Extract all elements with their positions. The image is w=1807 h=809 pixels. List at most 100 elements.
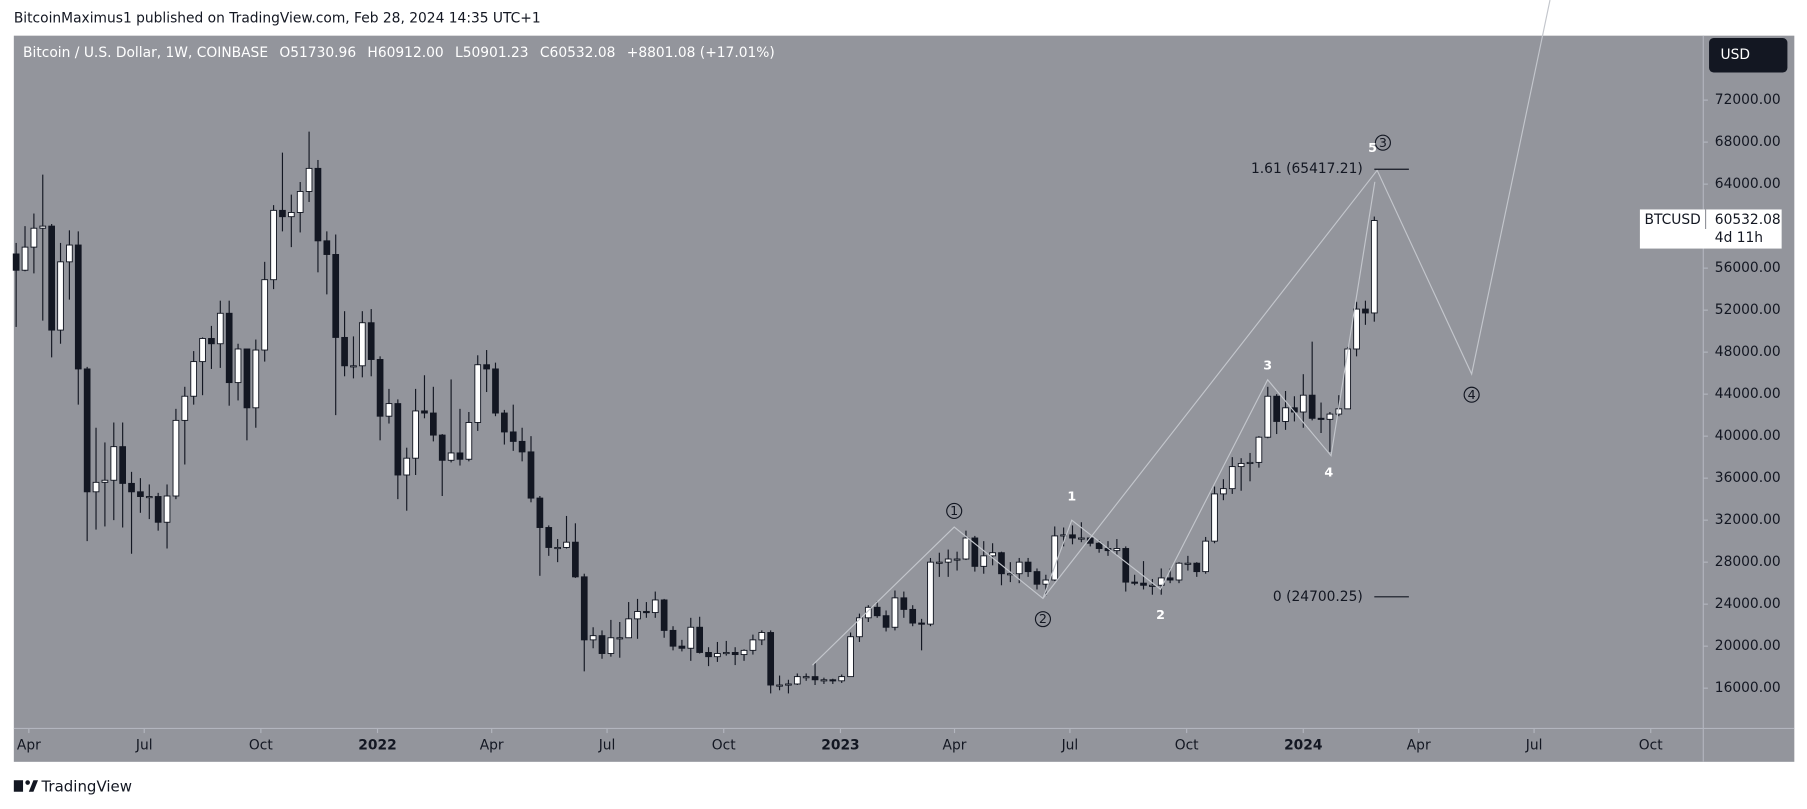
x-tick-label: Oct	[1175, 738, 1199, 754]
price-tag-symbol: BTCUSD	[1645, 212, 1701, 228]
candle-body	[376, 359, 384, 417]
candle-body	[199, 338, 206, 363]
candle-body	[909, 608, 917, 624]
candle-body	[492, 368, 499, 414]
candle-body	[864, 606, 872, 619]
currency-label[interactable]: USD	[1721, 47, 1751, 63]
candle-body	[385, 403, 393, 417]
candle-body	[1078, 537, 1085, 540]
candle-body	[935, 561, 943, 564]
candle-body	[48, 225, 55, 331]
candle-body	[296, 191, 304, 213]
candle-body	[1273, 395, 1281, 422]
candle-body	[66, 244, 73, 263]
minor-wave-label: 2	[1156, 607, 1165, 622]
candle-body	[474, 364, 482, 423]
candle-body	[305, 167, 313, 192]
candle-body	[625, 618, 632, 639]
candle-body	[856, 617, 863, 638]
y-tick-label: 56000.00	[1715, 260, 1781, 276]
candle-body	[430, 412, 437, 436]
candle-body	[1264, 395, 1272, 438]
candle-body	[181, 395, 189, 421]
footer-brand: TradingView	[40, 778, 132, 796]
candle-body	[891, 597, 899, 628]
candle-body	[829, 679, 837, 682]
candle-body	[669, 629, 677, 647]
candle-body	[927, 561, 934, 625]
symbol-legend: Bitcoin / U.S. Dollar, 1W, COINBASE O517…	[23, 45, 775, 61]
candle-body	[696, 626, 704, 653]
major-wave-label: 3	[1379, 135, 1387, 150]
y-tick-label: 32000.00	[1715, 512, 1781, 528]
candle-body	[1317, 417, 1325, 420]
candle-body	[589, 635, 597, 641]
major-wave-path	[812, 0, 1551, 666]
x-tick-label: Jul	[1525, 738, 1543, 754]
candle-body	[678, 645, 686, 649]
candle-body	[261, 279, 269, 351]
candle-body	[1113, 548, 1121, 552]
candle-body	[438, 434, 446, 461]
candle-body	[128, 482, 135, 493]
candle-body	[412, 410, 419, 459]
major-wave-label: 1	[950, 503, 958, 518]
candle-body	[944, 558, 952, 563]
x-tick-label: Jul	[598, 738, 616, 754]
candle-body	[234, 348, 242, 384]
candle-body	[1344, 348, 1352, 410]
candle-body	[465, 422, 473, 460]
candle-body	[1033, 571, 1041, 585]
y-tick-label: 44000.00	[1715, 386, 1781, 402]
footer-logo: TradingView	[13, 778, 132, 796]
x-tick-label: Jul	[135, 738, 153, 754]
candle-body	[314, 167, 322, 242]
candle-body	[1024, 561, 1032, 573]
candle-body	[172, 419, 180, 497]
publisher-line: BitcoinMaximus1 published on TradingView…	[14, 10, 541, 26]
candle-body	[705, 652, 712, 658]
x-tick-label: Apr	[943, 738, 967, 754]
candle-body	[367, 322, 375, 360]
x-tick-label: Apr	[480, 738, 504, 754]
candle-body	[145, 496, 153, 499]
fib-label: 1.61 (65417.21)	[1251, 161, 1363, 177]
candle-body	[749, 639, 757, 651]
candle-body	[811, 676, 819, 681]
candle-body	[714, 653, 721, 658]
candle-body	[580, 576, 588, 641]
candle-body	[1131, 581, 1138, 584]
y-tick-label: 20000.00	[1715, 638, 1781, 654]
candle-body	[793, 676, 801, 685]
major-wave-label: 4	[1468, 387, 1476, 402]
minor-wave-path	[1042, 181, 1376, 599]
candle-body	[39, 225, 47, 229]
candle-body	[1246, 461, 1254, 465]
x-tick-label: Jul	[1061, 738, 1079, 754]
candle-body	[563, 541, 570, 548]
o-label: O	[279, 45, 290, 61]
candle-body	[838, 676, 846, 682]
candle-body	[1193, 562, 1201, 573]
candle-body	[722, 652, 730, 655]
candle-body	[820, 679, 828, 682]
y-tick-label: 24000.00	[1715, 596, 1781, 612]
candle-body	[918, 622, 925, 625]
currency-button[interactable]	[1709, 37, 1788, 73]
candle-body	[119, 446, 127, 484]
candle-body	[1202, 540, 1209, 573]
price-tag-price: 60532.08	[1715, 212, 1781, 228]
candle-body	[989, 552, 996, 557]
candle-body	[101, 479, 109, 483]
candle-body	[971, 537, 979, 567]
candle-body	[1282, 407, 1289, 422]
major-wave-label: 2	[1039, 611, 1047, 626]
wave-circle	[946, 502, 963, 520]
candle-body	[687, 626, 695, 649]
price-tag	[1639, 209, 1782, 249]
candle-body	[243, 348, 251, 409]
c-label: C	[540, 45, 550, 61]
candle-body	[163, 495, 171, 523]
candle-body	[882, 615, 890, 628]
